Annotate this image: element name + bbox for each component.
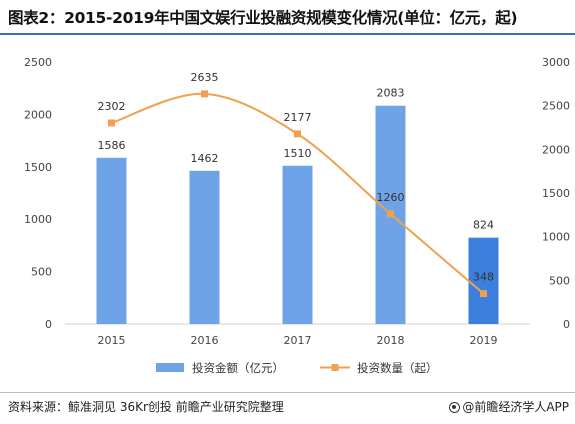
x-tick-label: 2018 (377, 334, 405, 347)
line-value-label: 348 (473, 271, 494, 284)
brand-credit: @前瞻经济学人APP (449, 398, 569, 415)
right-tick-label: 500 (549, 274, 570, 287)
line-marker (387, 210, 394, 218)
legend-line-marker (331, 364, 339, 371)
legend-bar-swatch (156, 363, 184, 372)
bar (189, 170, 220, 324)
bar-value-label: 824 (473, 219, 494, 232)
legend-line-label: 投资数量（起） (357, 361, 438, 375)
line-value-label: 2302 (98, 100, 126, 113)
bar (282, 165, 313, 324)
line-marker (201, 90, 208, 98)
line-marker (294, 130, 301, 138)
line-value-label: 2635 (191, 71, 219, 84)
left-tick-label: 1500 (24, 161, 52, 174)
line-value-label: 2177 (284, 111, 312, 124)
right-tick-label: 3000 (542, 56, 570, 69)
right-tick-label: 1000 (542, 231, 570, 244)
left-axis: 0 500 1000 1500 2000 2500 (24, 56, 52, 331)
x-tick-label: 2017 (284, 334, 312, 347)
left-tick-label: 2500 (24, 56, 52, 69)
line-value-label: 1260 (377, 191, 405, 204)
x-tick-label: 2016 (191, 334, 219, 347)
left-tick-label: 500 (31, 266, 52, 279)
bar (468, 237, 499, 324)
x-tick-label: 2015 (98, 334, 126, 347)
line-marker (480, 290, 487, 298)
legend-bar-label: 投资金额（亿元） (192, 361, 284, 375)
bar-value-label: 1510 (284, 147, 312, 160)
combo-chart: 0 500 1000 1500 2000 2500 0 500 1000 1500 2000 250… (24, 56, 570, 375)
bar-value-label: 1462 (191, 152, 219, 165)
right-tick-label: 1500 (542, 187, 570, 200)
line-series: 2302 2635 2177 1260 348 (98, 71, 494, 298)
bar (96, 157, 127, 324)
title-rule (0, 33, 575, 35)
left-tick-label: 0 (45, 318, 52, 331)
brand-text: @前瞻经济学人APP (462, 400, 569, 414)
legend: 投资金额（亿元） 投资数量（起） (156, 361, 438, 375)
brand-logo-icon (449, 402, 461, 413)
right-tick-label: 2500 (542, 100, 570, 113)
x-tick-label: 2019 (470, 334, 498, 347)
footer-rule (0, 392, 575, 393)
right-axis: 0 500 1000 1500 2000 2500 3000 (542, 56, 570, 331)
bar-value-label: 2083 (377, 87, 405, 100)
line-marker (108, 119, 115, 127)
chart-title: 图表2：2015-2019年中国文娱行业投融资规模变化情况(单位：亿元，起) (8, 9, 518, 27)
right-tick-label: 0 (563, 318, 570, 331)
left-tick-label: 1000 (24, 213, 52, 226)
bar-value-label: 1586 (98, 139, 126, 152)
right-tick-label: 2000 (542, 143, 570, 156)
left-tick-label: 2000 (24, 108, 52, 121)
x-axis-ticks: 2015 2016 2017 2018 2019 (98, 334, 498, 347)
source-note: 资料来源：鲸准洞见 36Kr创投 前瞻产业研究院整理 (8, 400, 284, 414)
